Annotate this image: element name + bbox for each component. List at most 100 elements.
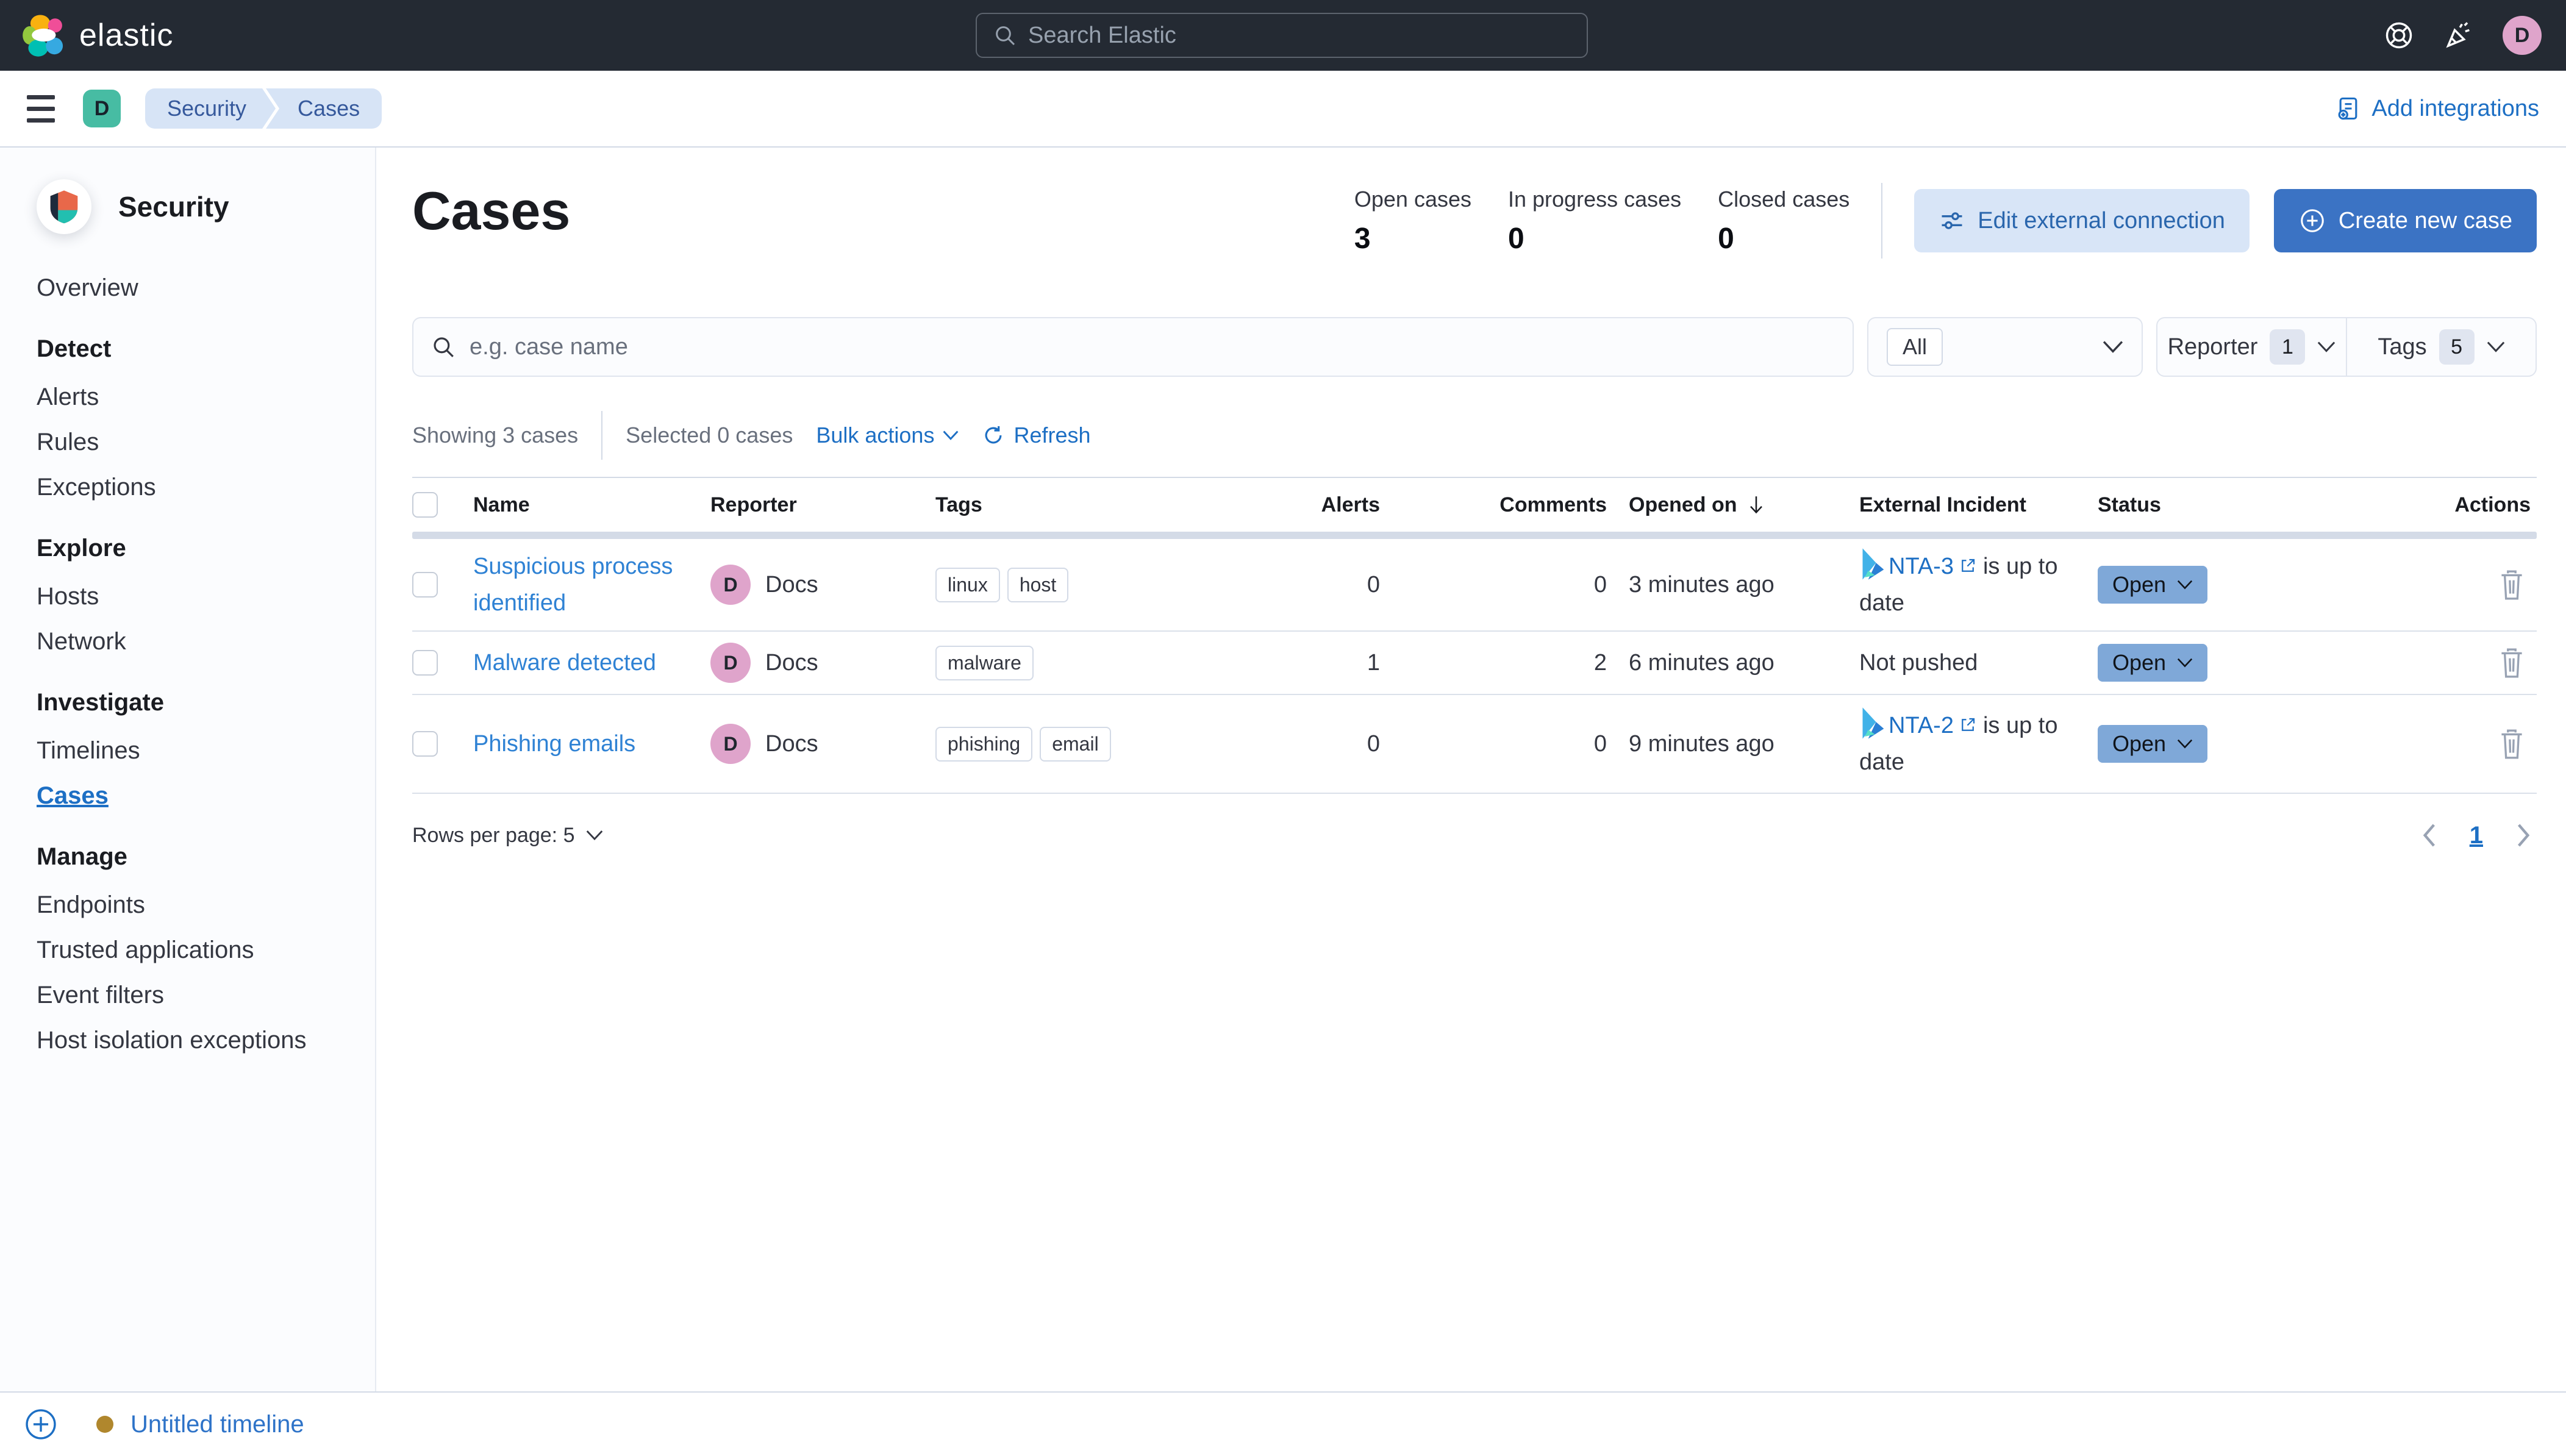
page-number[interactable]: 1 — [2469, 821, 2483, 849]
opened-on: 9 minutes ago — [1629, 730, 1774, 757]
delete-case-button[interactable] — [2493, 643, 2531, 683]
incident-app-logo-icon — [1859, 548, 1886, 580]
header-alerts[interactable]: Alerts — [1321, 493, 1380, 516]
newsfeed-icon[interactable] — [2443, 20, 2475, 51]
chevron-down-icon — [2103, 340, 2123, 354]
status-dropdown[interactable]: Open — [2098, 566, 2208, 604]
menu-hamburger-icon[interactable] — [27, 95, 55, 123]
incident-app-logo-icon — [1859, 707, 1886, 739]
sidebar-item-timelines[interactable]: Timelines — [37, 737, 140, 764]
sidebar-item-rules[interactable]: Rules — [37, 429, 99, 455]
sidebar-item-network[interactable]: Network — [37, 628, 126, 655]
external-incident-cell: NTA-3 is up to date — [1859, 548, 2076, 621]
header-tags[interactable]: Tags — [935, 493, 982, 516]
reporter-avatar: D — [710, 565, 751, 605]
search-icon — [993, 23, 1017, 48]
sidebar-item-overview[interactable]: Overview — [37, 274, 138, 301]
delete-case-button[interactable] — [2493, 565, 2531, 605]
breadcrumb-cases[interactable]: Cases — [266, 88, 382, 129]
tags-filter-button[interactable]: Tags 5 — [2346, 318, 2536, 376]
breadcrumb-security[interactable]: Security — [145, 88, 276, 129]
search-icon — [431, 334, 456, 360]
tags-count-badge: 5 — [2439, 329, 2475, 365]
timeline-status-dot — [96, 1416, 113, 1433]
header-opened-on[interactable]: Opened on — [1607, 493, 1845, 517]
timeline-add-icon[interactable] — [23, 1407, 59, 1442]
stat-in-progress-cases: In progress cases 0 — [1508, 186, 1682, 255]
reporter-avatar: D — [710, 724, 751, 764]
rows-per-page-dropdown[interactable]: Rows per page: 5 — [412, 824, 603, 848]
chevron-down-icon — [2177, 580, 2193, 590]
sidebar-item-host-isolation-exceptions[interactable]: Host isolation exceptions — [37, 1027, 307, 1054]
header-comments[interactable]: Comments — [1499, 493, 1607, 516]
untitled-timeline-link[interactable]: Untitled timeline — [130, 1410, 304, 1438]
case-name-link[interactable]: Malware detected — [473, 650, 656, 676]
sliders-icon — [1939, 207, 1965, 234]
user-avatar[interactable]: D — [2503, 16, 2542, 55]
selected-cases-count: Selected 0 cases — [626, 423, 793, 448]
security-app-icon — [37, 179, 91, 234]
header-name[interactable]: Name — [473, 493, 530, 516]
header-external-incident[interactable]: External Incident — [1859, 493, 2026, 516]
global-search-bar[interactable] — [976, 13, 1588, 58]
reporter-tags-filter-group: Reporter 1 Tags 5 — [2156, 317, 2537, 377]
sidebar-item-alerts[interactable]: Alerts — [37, 384, 99, 410]
external-link-icon — [1959, 557, 1977, 575]
global-search-input[interactable] — [1028, 22, 1571, 49]
row-checkbox[interactable] — [412, 731, 438, 757]
sidebar-item-hosts[interactable]: Hosts — [37, 583, 99, 610]
edit-external-connection-button[interactable]: Edit external connection — [1914, 189, 2250, 252]
external-incident-link[interactable]: NTA-2 — [1889, 713, 1954, 738]
pagination: 1 — [2416, 819, 2537, 851]
utility-divider — [601, 411, 603, 460]
sidebar-item-event-filters[interactable]: Event filters — [37, 982, 164, 1008]
delete-case-button[interactable] — [2493, 724, 2531, 764]
sidebar-item-endpoints[interactable]: Endpoints — [37, 891, 145, 918]
space-badge[interactable]: D — [83, 90, 121, 127]
comments-count: 0 — [1593, 730, 1607, 757]
case-name-link[interactable]: Phishing emails — [473, 731, 636, 757]
case-name-link[interactable]: Suspicious process identified — [473, 554, 673, 616]
previous-page-button[interactable] — [2416, 819, 2443, 851]
header-reporter[interactable]: Reporter — [710, 493, 797, 516]
top-navigation-bar: elastic D — [0, 0, 2566, 71]
row-checkbox[interactable] — [412, 572, 438, 598]
comments-count: 0 — [1593, 571, 1607, 598]
opened-on: 6 minutes ago — [1629, 649, 1774, 676]
sidebar-item-cases[interactable]: Cases — [37, 782, 109, 809]
external-link-icon — [1959, 716, 1977, 734]
tag-badge: email — [1040, 726, 1111, 762]
sidebar-item-exceptions[interactable]: Exceptions — [37, 474, 156, 501]
sidebar-header: Security — [37, 179, 357, 234]
chevron-down-icon — [2487, 341, 2505, 353]
bulk-actions-button[interactable]: Bulk actions — [816, 423, 959, 448]
tag-badge: phishing — [935, 726, 1033, 762]
reporter-filter-button[interactable]: Reporter 1 — [2157, 318, 2346, 376]
help-icon[interactable] — [2383, 20, 2415, 51]
status-dropdown[interactable]: Open — [2098, 725, 2208, 763]
breadcrumb-bar: D Security Cases Add integrations — [0, 71, 2566, 148]
external-incident-status-text: is up to date — [1859, 554, 2058, 616]
status-dropdown[interactable]: Open — [2098, 644, 2208, 682]
integrations-icon — [2335, 95, 2362, 122]
external-incident-cell: NTA-2 is up to date — [1859, 707, 2076, 780]
refresh-button[interactable]: Refresh — [982, 423, 1091, 448]
add-integrations-button[interactable]: Add integrations — [2335, 95, 2539, 122]
case-search-input[interactable] — [470, 334, 1835, 360]
sidebar-section-explore: Explore — [37, 535, 126, 562]
status-filter-dropdown[interactable]: All — [1867, 317, 2143, 377]
row-checkbox[interactable] — [412, 650, 438, 676]
select-all-checkbox[interactable] — [412, 492, 438, 518]
header-status[interactable]: Status — [2098, 493, 2161, 516]
external-incident-link[interactable]: NTA-3 — [1889, 554, 1954, 579]
sidebar-item-trusted-applications[interactable]: Trusted applications — [37, 937, 254, 963]
chevron-down-icon — [2177, 658, 2193, 668]
header-actions: Actions — [2454, 493, 2531, 516]
stat-closed-cases: Closed cases 0 — [1718, 186, 1850, 255]
case-search-box[interactable] — [412, 317, 1854, 377]
next-page-button[interactable] — [2510, 819, 2537, 851]
sidebar-section-investigate: Investigate — [37, 689, 164, 716]
elastic-brand: elastic — [22, 0, 173, 71]
create-new-case-button[interactable]: Create new case — [2273, 189, 2537, 252]
refresh-icon — [982, 424, 1005, 447]
